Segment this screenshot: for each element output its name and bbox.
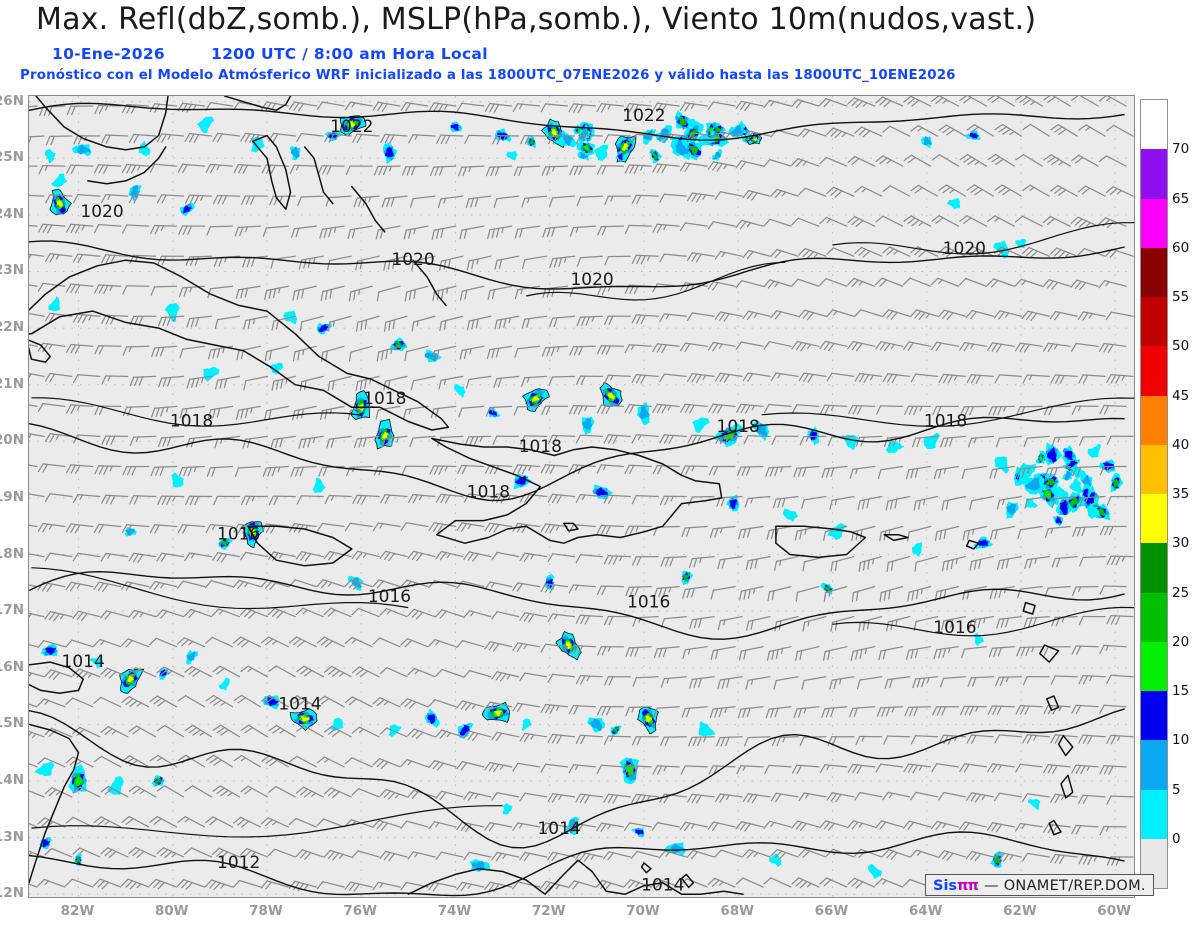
lon-tick-label: 60W [1097, 903, 1131, 919]
lon-tick-label: 72W [531, 903, 566, 919]
attribution-badge: Sis ππ — ONAMET/REP.DOM. [925, 874, 1154, 896]
colorbar-tick: 35 [1172, 486, 1190, 502]
isobar-label: 1014 [537, 819, 580, 839]
lat-tick-label: 26N [0, 92, 24, 109]
lat-tick-label: 22N [0, 319, 24, 336]
colorbar-segment [1141, 740, 1167, 790]
lat-tick-label: 20N [0, 432, 24, 449]
isobar-label: 1018 [717, 417, 760, 437]
colorbar-segment [1141, 346, 1167, 396]
latitude-axis: 26N 25N 24N 23N 22N 21N 20N 19N 18N 17N 16N 15N 14N 1… [0, 0, 28, 927]
wind-barbs [29, 96, 1134, 897]
lon-tick-label: 68W [720, 903, 755, 919]
weather-map[interactable]: 1022 1022 1020 1020 1020 1020 1018 1018 1018 1018… [28, 95, 1135, 898]
colorbar-segment [1141, 789, 1167, 839]
colorbar-tick-labels: 0 5 10 15 20 25 30 35 40 45 50 55 60 65 70 [1168, 99, 1200, 889]
isobar-label: 1020 [943, 239, 986, 259]
colorbar-tick: 30 [1172, 535, 1190, 552]
lon-tick-label: 70W [626, 903, 660, 919]
chart-header: Max. Refl(dbZ,somb.), MSLP(hPa,somb.), V… [0, 0, 1200, 92]
colorbar-segment [1141, 247, 1167, 297]
lon-tick-label: 76W [343, 903, 378, 919]
colorbar-segment [1141, 641, 1167, 691]
mslp-isobars [29, 102, 1134, 897]
lat-tick-label: 21N [0, 375, 24, 392]
colorbar-segment [1141, 100, 1167, 150]
colorbar-tick: 20 [1172, 633, 1190, 650]
lat-tick-label: 15N [0, 715, 24, 732]
map-canvas: 1022 1022 1020 1020 1020 1020 1018 1018 1018 1018… [29, 96, 1134, 897]
organization-label: — ONAMET/REP.DOM. [984, 877, 1146, 894]
lat-tick-label: 14N [0, 771, 24, 788]
lon-tick-label: 78W [249, 903, 283, 919]
reflectivity-colorbar [1140, 99, 1168, 889]
isobar-label: 1014 [62, 652, 105, 672]
isobar-label: 1016 [217, 525, 260, 545]
colorbar-segment [1141, 395, 1167, 445]
isobar-label: 1014 [641, 876, 684, 896]
isobar-label: 1022 [622, 106, 665, 126]
lon-tick-label: 82W [60, 903, 95, 919]
isobar-label: 1014 [278, 695, 321, 715]
lat-tick-label: 12N [0, 885, 24, 902]
isobar-label: 1022 [330, 117, 373, 137]
brand-prefix: Sis [933, 877, 958, 894]
colorbar-tick: 65 [1172, 190, 1190, 207]
mslp-isobar-labels: 1022 1022 1020 1020 1020 1020 1018 1018 1018 1018… [62, 106, 986, 896]
colorbar-segment [1141, 592, 1167, 642]
isobar-label: 1016 [627, 593, 670, 613]
colorbar-tick: 60 [1172, 239, 1190, 256]
brand-suffix: ππ [957, 877, 979, 894]
colorbar-segment [1141, 149, 1167, 199]
colorbar-tick: 0 [1172, 830, 1181, 847]
lon-tick-label: 64W [908, 903, 943, 919]
colorbar-segment [1141, 198, 1167, 248]
lon-tick-label: 74W [437, 903, 472, 919]
colorbar-segment [1141, 444, 1167, 494]
lat-tick-label: 25N [0, 149, 24, 166]
colorbar-segment [1141, 691, 1167, 741]
map-background [29, 96, 1134, 897]
lat-tick-label: 24N [0, 205, 24, 222]
lon-tick-label: 80W [154, 903, 189, 919]
lat-tick-label: 19N [0, 488, 24, 505]
colorbar-tick: 10 [1172, 732, 1190, 749]
colorbar-tick: 55 [1172, 289, 1190, 305]
colorbar-tick: 25 [1172, 584, 1190, 601]
coastlines [29, 96, 1074, 895]
lon-tick-label: 66W [814, 903, 849, 919]
isobar-label: 1016 [933, 618, 976, 638]
isobar-label: 1018 [924, 411, 967, 431]
colorbar-segment [1141, 494, 1167, 544]
colorbar-segment [1141, 297, 1167, 347]
lat-tick-label: 23N [0, 262, 24, 279]
isobar-label: 1018 [363, 389, 406, 409]
colorbar-tick: 40 [1172, 436, 1190, 453]
colorbar-segment [1141, 543, 1167, 593]
colorbar-tick: 45 [1172, 387, 1190, 404]
model-note: Pronóstico con el Modelo Atmósferico WRF… [20, 68, 956, 83]
colorbar-tick: 70 [1172, 141, 1190, 158]
colorbar-tick: 50 [1172, 338, 1190, 355]
isobar-label: 1018 [170, 411, 213, 431]
page-title: Max. Refl(dbZ,somb.), MSLP(hPa,somb.), V… [36, 2, 1037, 37]
isobar-label: 1020 [570, 270, 613, 290]
isobar-label: 1016 [368, 587, 411, 607]
lon-tick-label: 62W [1003, 903, 1037, 919]
isobar-label: 1020 [391, 250, 434, 270]
isobar-label: 1018 [519, 437, 562, 457]
lat-tick-label: 18N [0, 545, 24, 562]
colorbar-tick: 5 [1172, 781, 1181, 798]
colorbar-tick: 15 [1172, 683, 1190, 699]
forecast-date: 10-Ene-2026 [52, 45, 166, 63]
chart-subtitle: 10-Ene-2026 1200 UTC / 8:00 am Hora Local [52, 45, 488, 63]
lat-tick-label: 13N [0, 828, 24, 845]
isobar-label: 1018 [467, 482, 510, 502]
forecast-time: 1200 UTC / 8:00 am Hora Local [211, 45, 488, 63]
lat-tick-label: 16N [0, 658, 24, 675]
isobar-label: 1012 [217, 853, 260, 873]
lat-tick-label: 17N [0, 602, 24, 619]
isobar-label: 1020 [80, 202, 123, 222]
